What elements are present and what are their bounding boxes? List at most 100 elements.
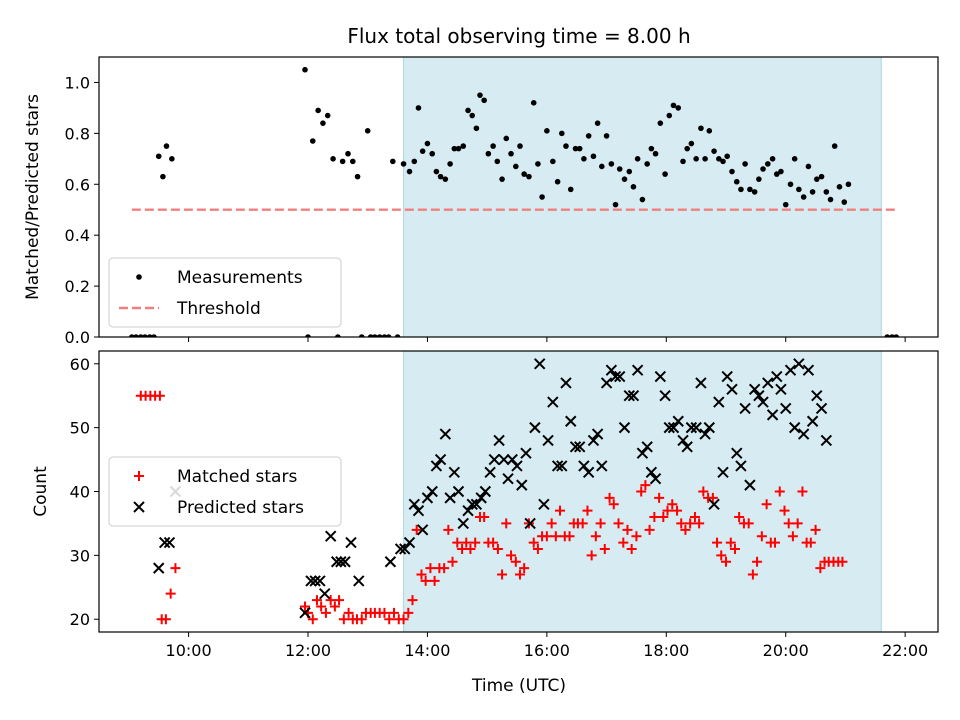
data-point [146,334,153,337]
data-point [707,492,718,503]
data-point [406,168,413,175]
data-point [519,563,530,574]
data-point [513,163,519,170]
data-point [503,135,510,142]
data-point [460,143,467,149]
data-point [316,601,327,612]
data-point [465,107,471,114]
data-point [735,460,747,472]
data-point [599,163,605,170]
data-point [662,171,668,177]
data-point [447,161,453,167]
data-point [649,473,662,485]
data-point [680,524,691,535]
legend-label: Predicted stars [177,498,304,518]
data-point [394,334,401,337]
x-tick-label: 16:00 [524,641,570,660]
data-point [334,595,345,606]
data-point [160,614,171,625]
data-point [636,486,647,497]
data-point [412,504,425,517]
data-point [542,434,554,447]
data-point [805,163,812,170]
data-point [330,556,343,568]
data-point [309,138,316,144]
data-point [702,156,708,162]
data-point [466,498,478,510]
data-point [747,569,758,580]
data-point [769,537,780,548]
data-point [163,143,170,149]
data-point [400,161,407,167]
data-point [752,556,763,567]
data-point [565,415,577,427]
data-point [608,499,619,510]
legend: Matched stars Predicted stars [108,456,342,527]
data-point [766,409,779,421]
data-point [733,178,740,185]
data-point [163,536,176,549]
data-point [324,112,331,119]
y-tick-label: 1.0 [65,73,90,92]
data-point [364,128,371,134]
data-point [388,607,399,618]
data-point [461,537,472,548]
data-point [603,133,610,139]
data-point [452,485,465,498]
data-point [640,480,651,491]
data-point [319,587,331,600]
data-point [169,156,175,162]
data-point [627,389,640,402]
data-point [384,614,395,625]
data-point [403,607,414,618]
data-point [320,607,331,618]
chart-title: Flux total observing time = 8.00 h [347,24,690,48]
data-point [339,158,346,165]
data-point [670,102,677,109]
data-point [761,499,772,510]
data-point [551,460,564,472]
data-point [618,537,629,548]
data-point [581,156,587,162]
data-point [634,156,641,162]
data-point [389,158,396,165]
data-point [595,518,606,529]
data-point [599,543,610,554]
data-point [708,498,720,510]
data-point [760,166,766,172]
data-point [621,176,628,182]
data-point [544,128,550,134]
data-point [299,607,311,619]
data-point [778,168,784,175]
data-point [639,196,646,203]
data-point [658,512,669,523]
data-point [739,402,751,415]
data-point [416,569,427,580]
data-point [711,148,717,154]
data-point [345,150,351,157]
data-point [408,498,421,510]
data-point [806,415,819,427]
data-point [845,181,852,188]
data-point [399,543,411,555]
data-point [539,194,545,200]
data-point [654,492,665,503]
data-point [555,505,566,516]
data-point [425,563,436,574]
data-point [426,485,438,498]
data-point [820,434,833,447]
data-point [779,505,790,516]
data-point [893,334,899,337]
data-point [133,334,139,337]
data-point [420,575,431,586]
data-point [815,402,828,415]
data-point [448,466,461,479]
data-point [160,173,166,180]
data-point [488,453,501,466]
data-point [742,161,748,167]
data-point [339,556,351,568]
data-point [809,189,816,195]
data-point [415,105,422,111]
data-point [699,428,711,440]
data-point [695,377,707,389]
